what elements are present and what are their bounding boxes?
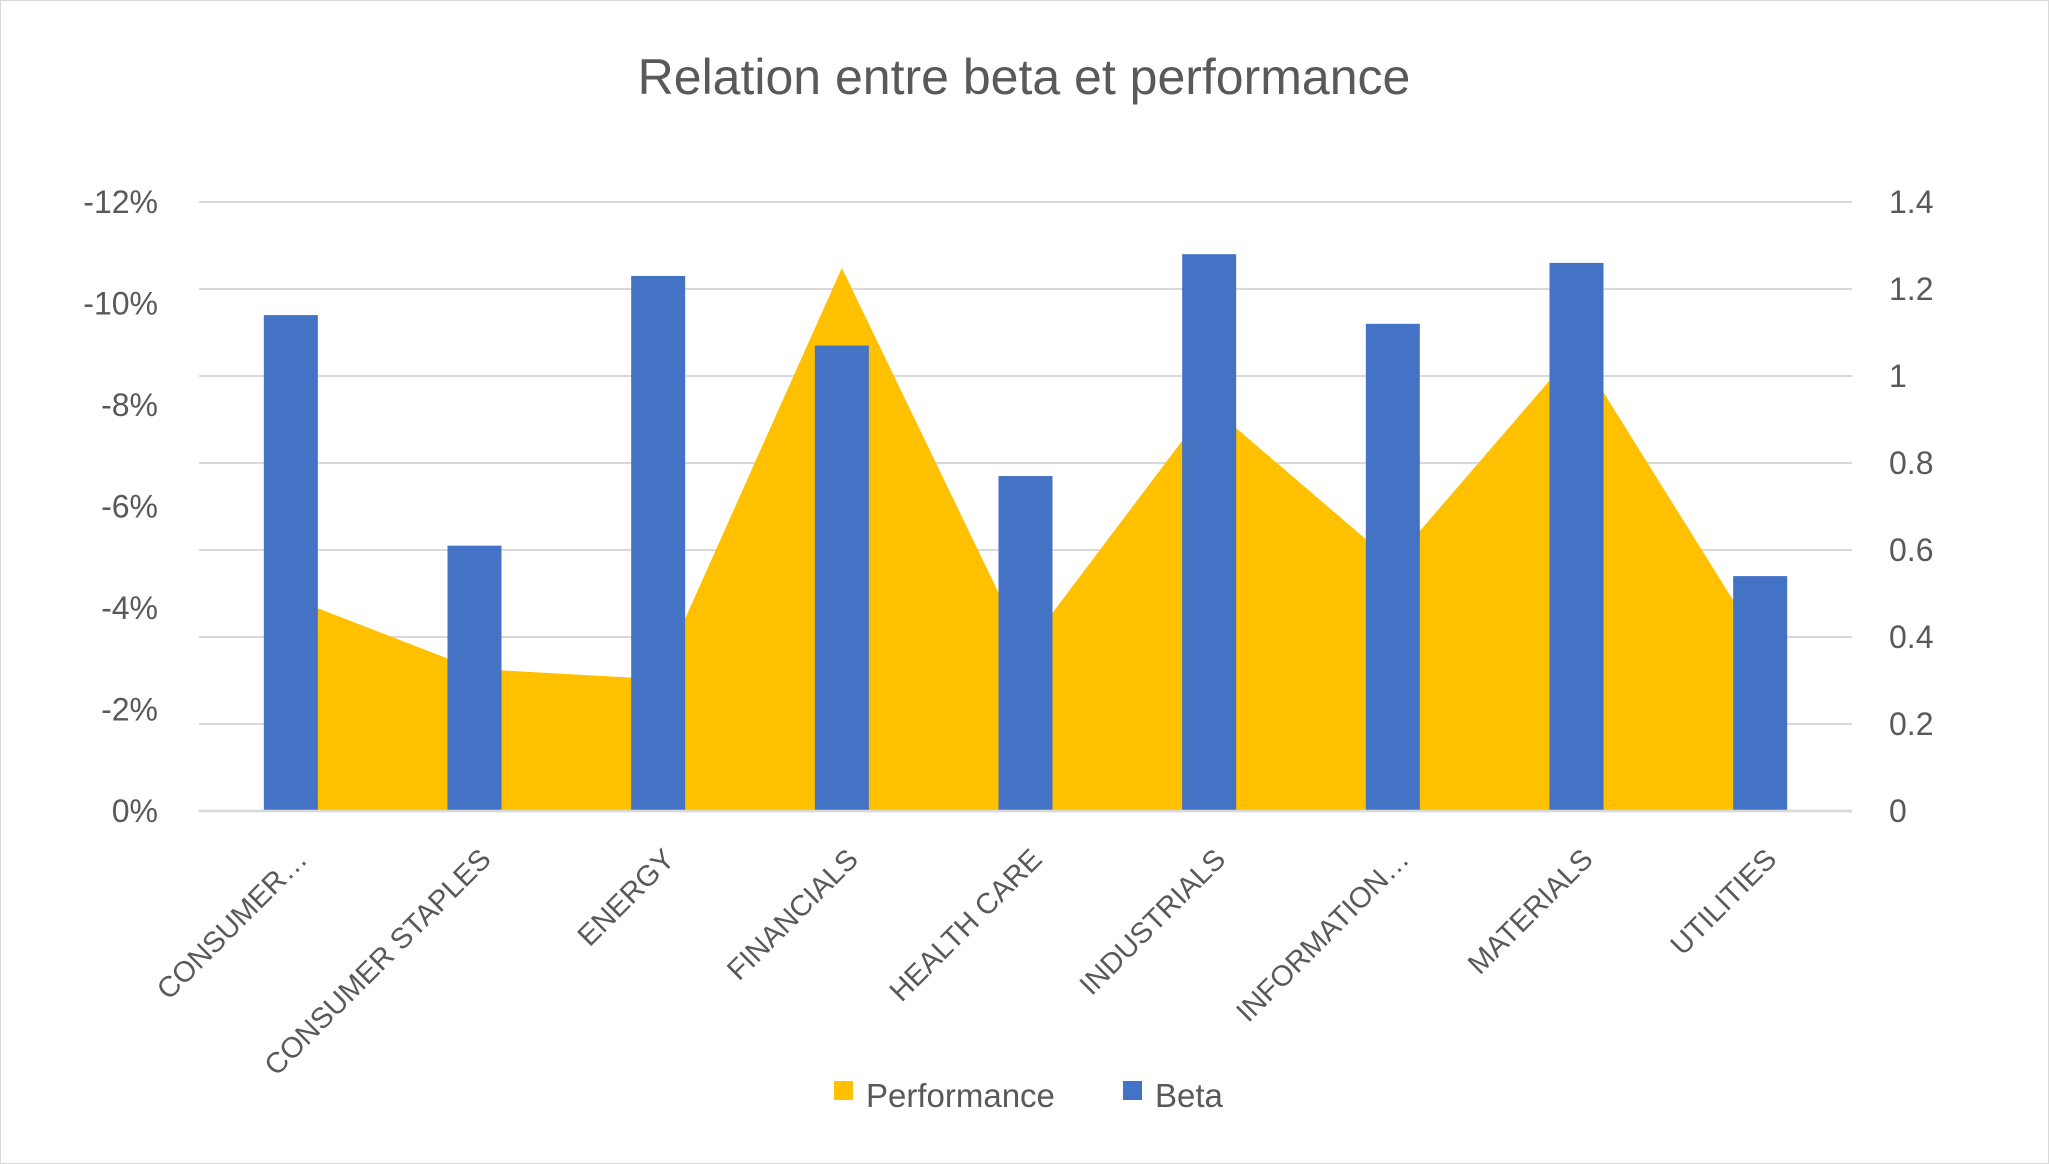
right-tick-label: 1 — [1889, 358, 1907, 394]
left-tick-label: -8% — [101, 387, 158, 423]
beta-bar — [263, 315, 318, 811]
category-label: ENERGY — [572, 843, 681, 952]
legend-swatch-beta — [1123, 1081, 1142, 1100]
beta-bar — [1365, 323, 1420, 811]
beta-bar — [998, 476, 1053, 811]
beta-bar — [1549, 262, 1604, 811]
left-tick-label: -10% — [83, 286, 158, 322]
right-tick-label: 0.6 — [1889, 532, 1933, 568]
legend-swatch-performance — [834, 1081, 853, 1100]
category-label: MATERIALS — [1462, 843, 1599, 980]
legend-label-beta: Beta — [1155, 1077, 1224, 1114]
right-tick-label: 0 — [1889, 793, 1907, 829]
beta-bar — [814, 345, 869, 811]
right-y-axis: 0 0.2 0.4 0.6 0.8 1 1.2 1.4 — [1889, 184, 1933, 829]
left-tick-label: 0% — [112, 793, 158, 829]
right-tick-label: 1.2 — [1889, 271, 1933, 307]
category-label: CONSUMER… — [151, 843, 314, 1006]
category-label: FINANCIALS — [721, 843, 864, 986]
chart-title: Relation entre beta et performance — [638, 49, 1411, 105]
beta-bar — [1182, 254, 1237, 811]
legend: Performance Beta — [834, 1077, 1224, 1114]
legend-label-performance: Performance — [866, 1077, 1055, 1114]
beta-bar — [631, 275, 686, 811]
left-tick-label: -6% — [101, 489, 158, 525]
beta-bar — [447, 545, 502, 811]
left-tick-label: -4% — [101, 590, 158, 626]
left-tick-label: -2% — [101, 692, 158, 728]
category-label: UTILITIES — [1665, 843, 1783, 961]
beta-bar-layer — [199, 254, 1852, 813]
beta-bar — [1733, 576, 1788, 811]
category-label: INDUSTRIALS — [1074, 843, 1232, 1001]
left-y-axis: 0% -2% -4% -6% -8% -10% -12% — [83, 184, 158, 829]
category-label: HEALTH CARE — [884, 843, 1049, 1008]
right-tick-label: 0.4 — [1889, 619, 1933, 655]
right-tick-label: 0.2 — [1889, 706, 1933, 742]
category-axis: CONSUMER…CONSUMER STAPLES ENERGY FINANCIAL… — [151, 843, 1783, 1082]
category-label: INFORMATION… — [1231, 843, 1416, 1028]
right-tick-label: 0.8 — [1889, 445, 1933, 481]
right-tick-label: 1.4 — [1889, 184, 1933, 220]
left-tick-label: -12% — [83, 184, 158, 220]
